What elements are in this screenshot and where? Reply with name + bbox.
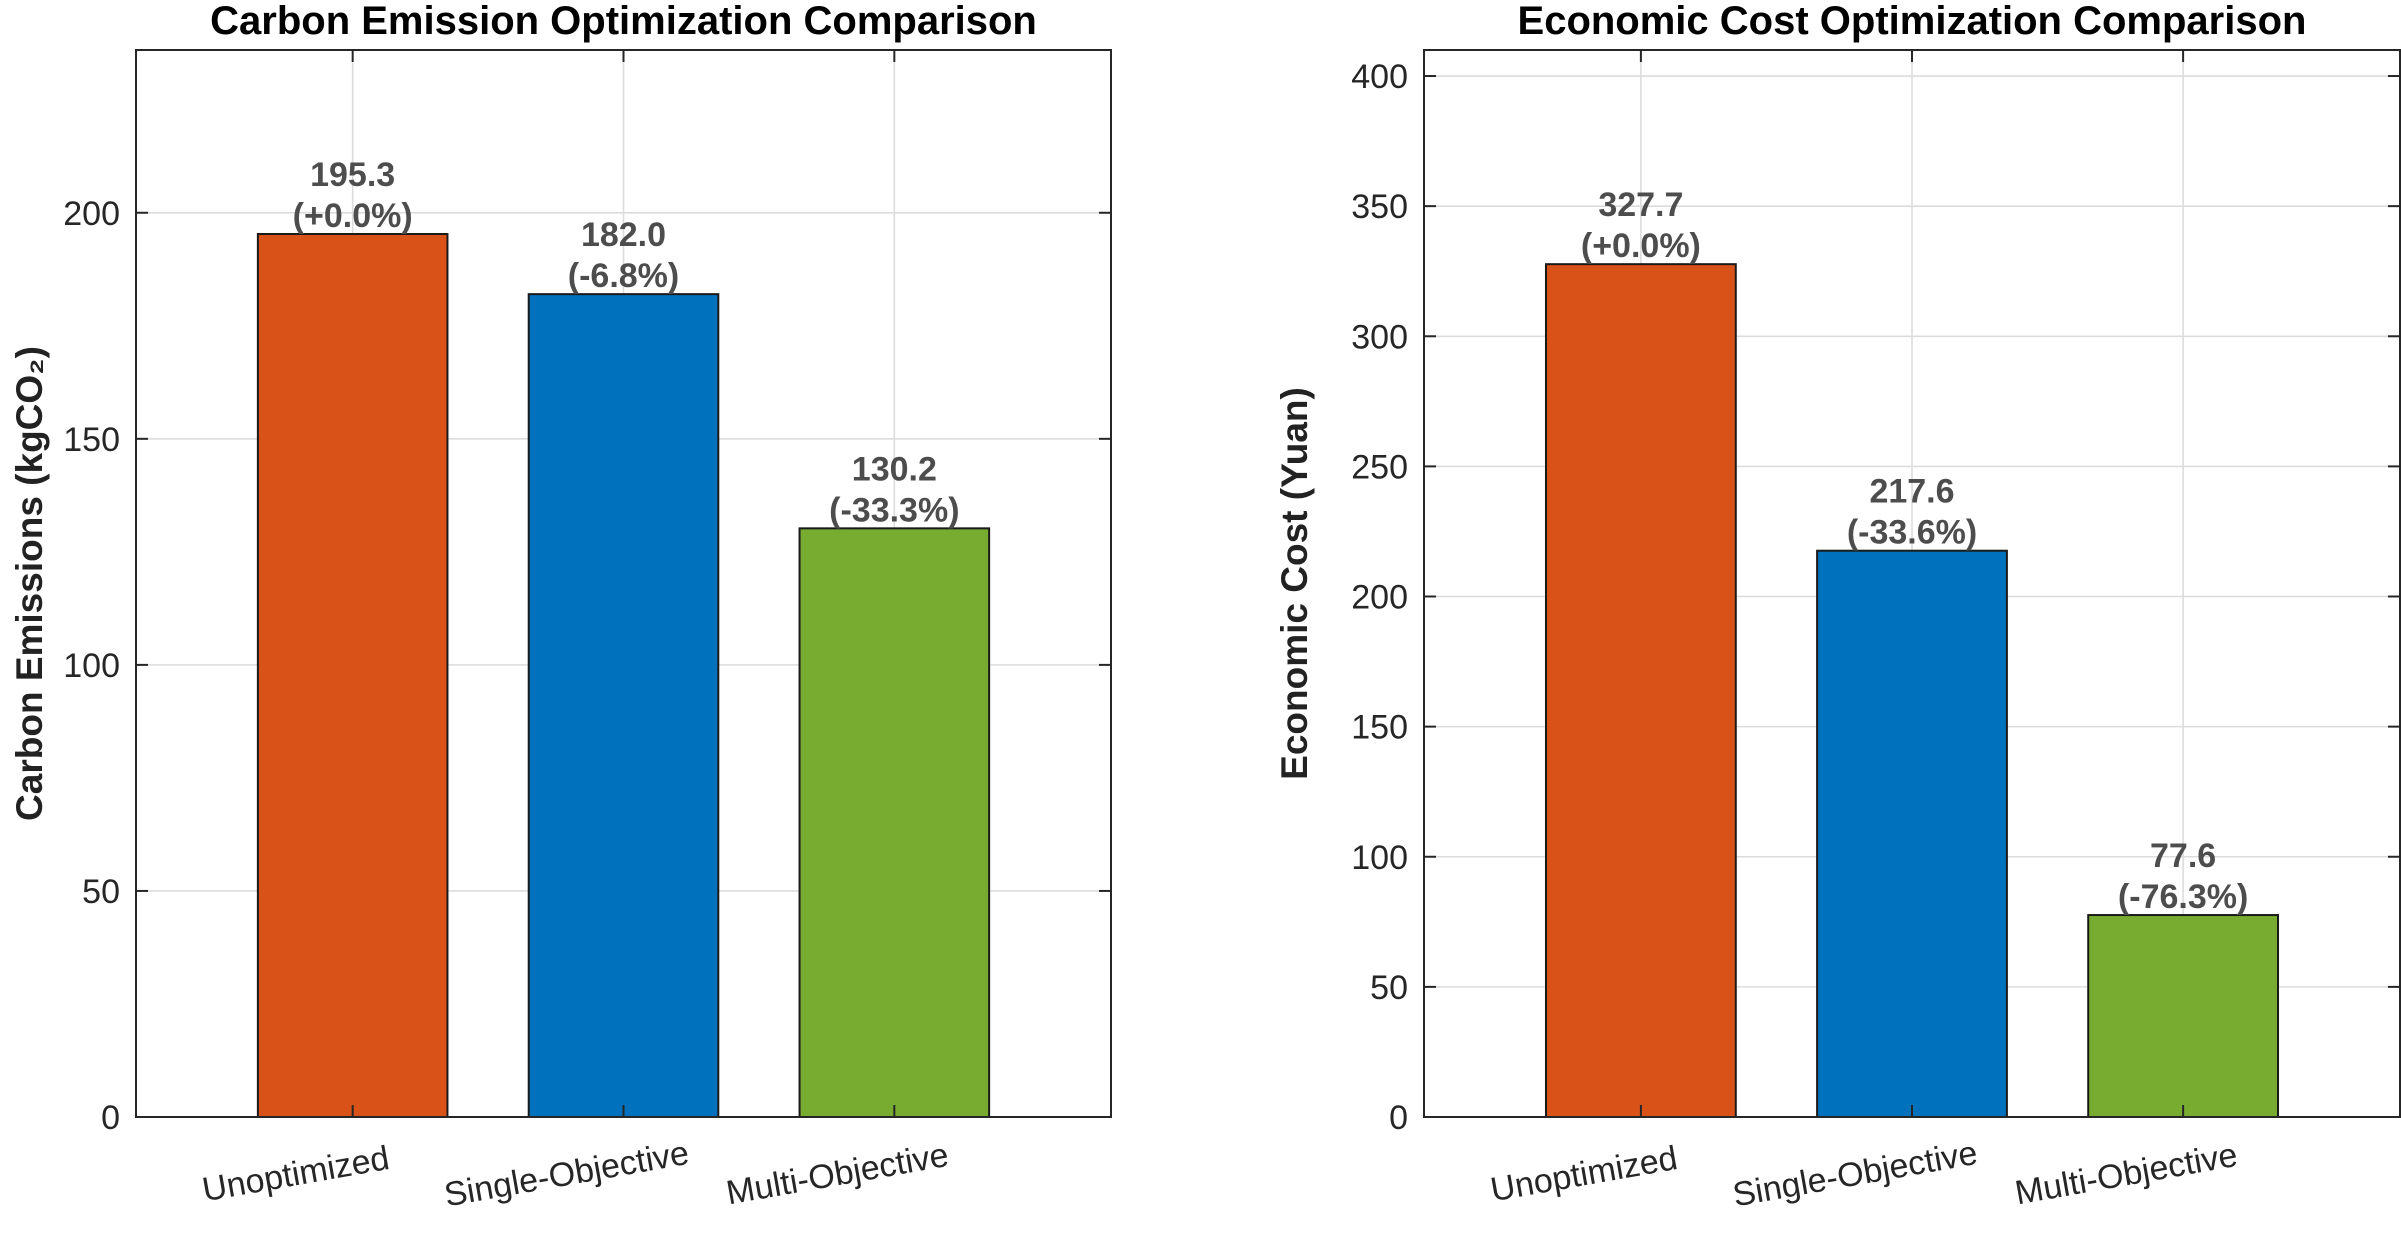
bar-value-label: 77.6 xyxy=(2150,837,2216,875)
y-tick-label: 350 xyxy=(1351,188,1408,226)
chart-title: Economic Cost Optimization Comparison xyxy=(1518,0,2307,43)
y-tick-label: 200 xyxy=(63,195,120,233)
x-tick-label: Single-Objective xyxy=(441,1134,691,1214)
bar-percent-label: (+0.0%) xyxy=(1581,227,1701,265)
x-tick-label: Unoptimized xyxy=(1488,1139,1681,1209)
bar-multi-objective xyxy=(2087,914,2279,1118)
y-tick-label: 0 xyxy=(101,1099,120,1137)
bar-value-label: 195.3 xyxy=(310,156,395,194)
y-tick-label: 100 xyxy=(63,647,120,685)
bar-value-label: 217.6 xyxy=(1869,473,1954,511)
bar-value-label: 182.0 xyxy=(581,216,666,254)
chart-panel-1: 195.3(+0.0%) Unoptimized 182.0(-6.8%) Singl… xyxy=(9,0,1112,1214)
x-tick-label: Unoptimized xyxy=(199,1139,392,1209)
y-tick-label: 150 xyxy=(1351,709,1408,747)
y-tick-label: 400 xyxy=(1351,58,1408,96)
y-tick-label: 100 xyxy=(1351,839,1408,877)
y-tick-label: 50 xyxy=(82,873,120,911)
x-tick-label: Single-Objective xyxy=(1730,1134,1980,1214)
y-axis-label: Economic Cost (Yuan) xyxy=(1274,387,1315,780)
y-tick-label: 250 xyxy=(1351,448,1408,486)
bar-percent-label: (+0.0%) xyxy=(293,197,413,235)
y-tick-label: 300 xyxy=(1351,318,1408,356)
bar-percent-label: (-33.6%) xyxy=(1847,514,1977,552)
chart-title: Carbon Emission Optimization Comparison xyxy=(210,0,1037,43)
y-tick-label: 150 xyxy=(63,421,120,459)
bar-multi-objective xyxy=(798,527,991,1118)
x-tick-label: Multi-Objective xyxy=(2012,1136,2240,1212)
x-tick-label: Multi-Objective xyxy=(723,1136,951,1212)
y-axis-label: Carbon Emissions (kgCO₂) xyxy=(9,346,50,821)
bar-value-label: 327.7 xyxy=(1598,186,1683,224)
bar-unoptimized xyxy=(256,233,449,1119)
y-tick-label: 0 xyxy=(1389,1099,1408,1137)
bar-percent-label: (-6.8%) xyxy=(568,257,679,295)
chart-panel-2: 327.7(+0.0%) Unoptimized 217.6(-33.6%) Sing… xyxy=(1274,0,2401,1214)
y-tick-label: 200 xyxy=(1351,579,1408,617)
y-tick-label: 50 xyxy=(1370,969,1408,1007)
bar-unoptimized xyxy=(1545,263,1737,1118)
bar-percent-label: (-76.3%) xyxy=(2118,878,2248,916)
bar-percent-label: (-33.3%) xyxy=(829,491,959,529)
bar-single-objective xyxy=(1816,549,2008,1118)
bar-single-objective xyxy=(527,293,720,1119)
bar-value-label: 130.2 xyxy=(852,450,937,488)
